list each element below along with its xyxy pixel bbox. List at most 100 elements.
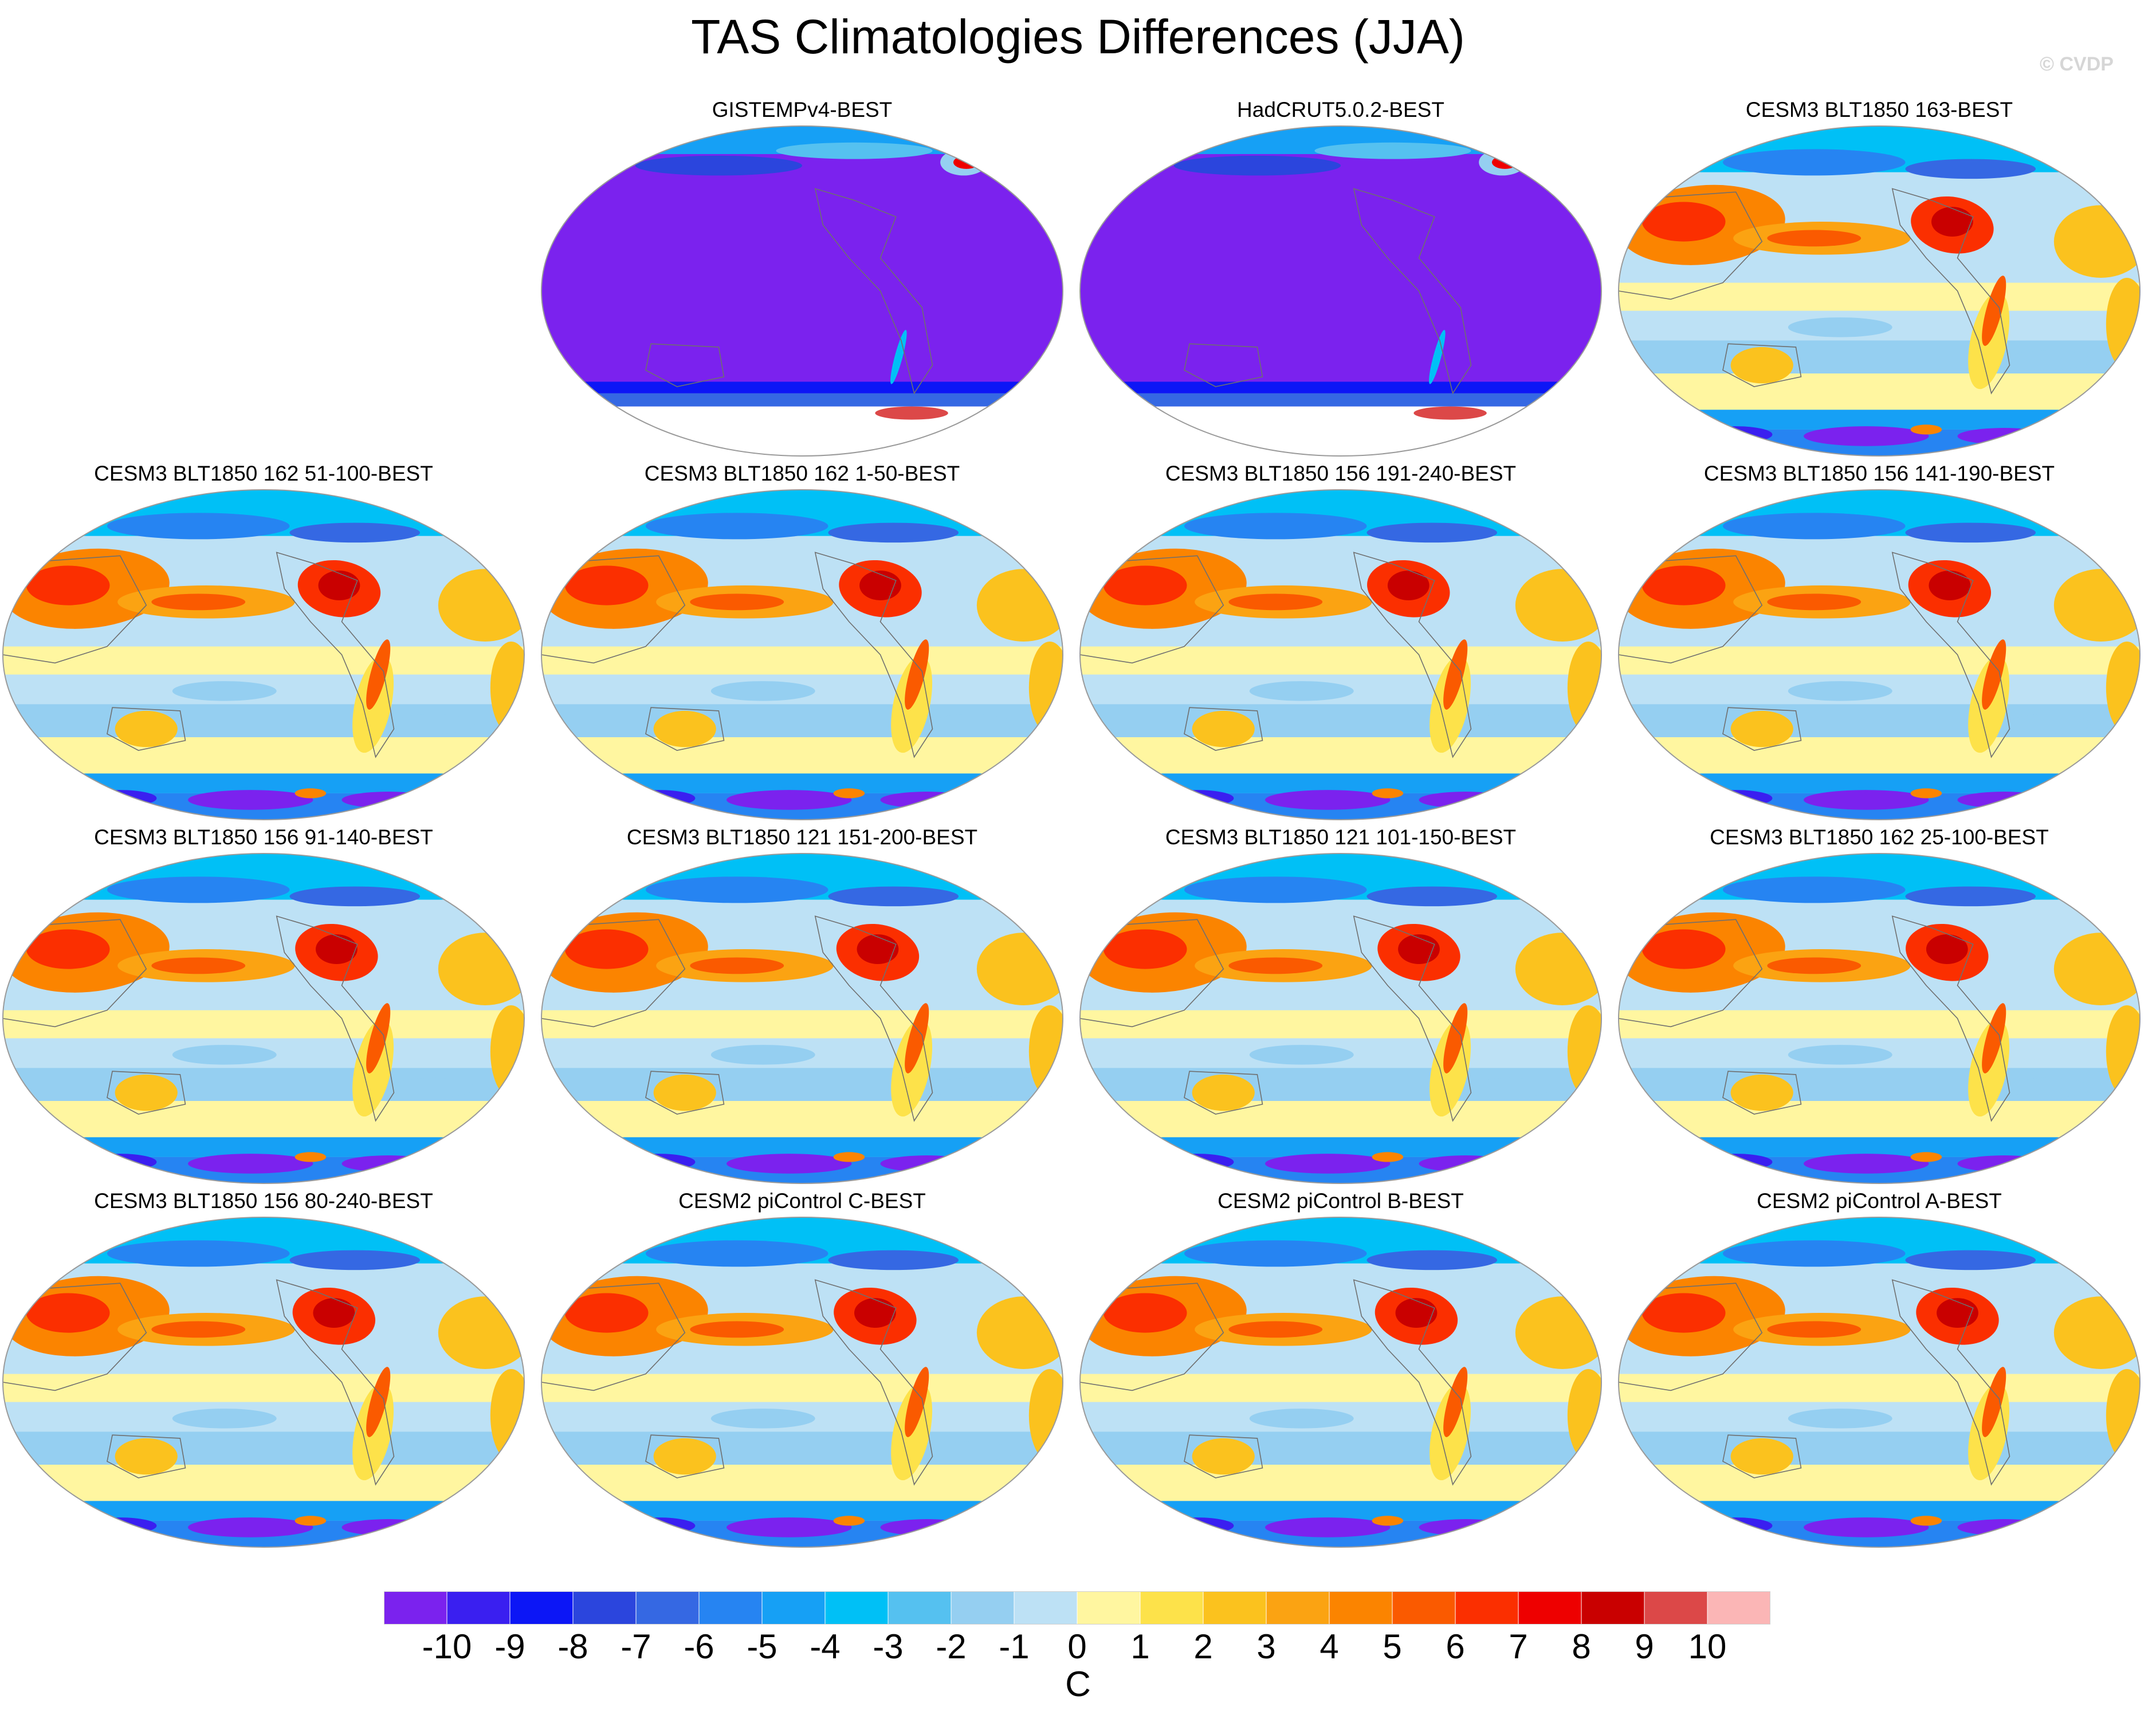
antarctic-warm-contour [1372, 1516, 1404, 1526]
colorbar-tick-label: 9 [1635, 1627, 1654, 1666]
arctic-cold-contour [1723, 876, 1906, 903]
south-atlantic-cool-contour [1468, 714, 1552, 734]
arctic-cold-contour [646, 513, 828, 540]
panel-title: CESM2 piControl A-BEST [1757, 1189, 2002, 1213]
tropical-band [1619, 1010, 2140, 1039]
north-america-hot-contour [318, 571, 360, 600]
south-atlantic-cool-contour [391, 714, 475, 734]
asia-coastline [1080, 1283, 1224, 1391]
map-outline [1618, 125, 2141, 457]
north-pacific-hot-contour [1228, 593, 1323, 611]
panel-title: CESM3 BLT1850 156 191-240-BEST [1165, 462, 1517, 485]
north-america-hot-contour [1387, 571, 1430, 600]
americas-coastline [814, 188, 933, 395]
map-panel: CESM3 BLT1850 163-BEST [1616, 97, 2143, 470]
colorbar-swatch [761, 1591, 826, 1625]
figure-title: TAS Climatologies Differences (JJA) [691, 10, 1465, 64]
arctic-cold-contour [1184, 876, 1367, 903]
southern-ocean-band [541, 737, 1063, 774]
robinson-map [1618, 1217, 2141, 1548]
map-panel: CESM3 BLT1850 162 51-100-BEST [0, 461, 527, 833]
robinson-map [541, 1217, 1063, 1548]
colorbar-swatch [951, 1591, 1015, 1625]
eurasia-hot-contour [1641, 929, 1726, 969]
robinson-map [541, 489, 1063, 820]
tropical-band [1619, 1374, 2140, 1402]
colorbar-swatch [1140, 1591, 1204, 1625]
antarctic-warm-contour [294, 1152, 327, 1162]
antarctic-cold-contour [1265, 1517, 1391, 1537]
map-panel: CESM3 BLT1850 162 25-100-BEST [1616, 825, 2143, 1197]
arctic-contour [1173, 155, 1341, 176]
panel-title: CESM3 BLT1850 163-BEST [1745, 98, 2013, 121]
south-atlantic-cool-contour [2006, 1441, 2091, 1462]
antarctic-warm-contour [833, 1516, 865, 1526]
antarctic-warm-contour [833, 1152, 865, 1162]
antarctic-cold-contour [188, 1154, 313, 1174]
north-pacific-hot-contour [1228, 957, 1323, 974]
colorbar-swatch [572, 1591, 637, 1625]
south-pacific-cool-contour [710, 1045, 815, 1065]
arctic-cold-contour [828, 522, 959, 543]
australia-warm-contour [1730, 1074, 1793, 1111]
australia-coastline [1184, 707, 1263, 751]
southern-ocean-band [3, 737, 524, 774]
andes-hot-contour [366, 1367, 391, 1437]
colorbar [384, 1591, 1770, 1625]
south-pacific-cool-contour [1249, 1409, 1354, 1429]
north-pacific-hot-contour [690, 957, 784, 974]
south-atlantic-cool-contour [1468, 1077, 1552, 1098]
australia-coastline [1722, 343, 1802, 387]
australia-coastline [645, 343, 725, 387]
andes-hot-contour [1982, 639, 2006, 710]
antarctic-margin-band [541, 381, 1063, 394]
colorbar-swatch [1329, 1591, 1393, 1625]
andes-contour [890, 329, 907, 384]
colorbar-tick-labels: -10 -9 -8 -7 -6 -5 -4 -3 -2 -1 0 1 2 3 4 5 6 7 8 9 10 [0, 1627, 2156, 1667]
australia-coastline [645, 707, 725, 751]
north-pacific-hot-contour [1767, 957, 1862, 974]
map-outline [1618, 1217, 2141, 1548]
colorbar-swatch [1581, 1591, 1645, 1625]
watermark: © CVDP [2040, 53, 2114, 75]
panel-title: CESM3 BLT1850 156 80-240-BEST [94, 1189, 433, 1213]
north-america-hot-contour [1926, 934, 1968, 964]
map-panel: HadCRUT5.0.2-BEST [1077, 97, 1604, 470]
arctic-cold-contour [646, 1240, 828, 1267]
north-pacific-hot-contour [1767, 593, 1862, 611]
asia-coastline [3, 1283, 147, 1391]
asia-coastline [1619, 555, 1763, 664]
eurasia-hot-contour [1103, 565, 1187, 605]
antarctic-warm-contour [1372, 1152, 1404, 1162]
north-america-hot-contour [1929, 571, 1971, 600]
colorbar-swatch [1518, 1591, 1582, 1625]
colorbar-swatch [1203, 1591, 1267, 1625]
north-pacific-hot-contour [151, 1321, 246, 1338]
antarctic-cold-contour [1265, 790, 1391, 810]
colorbar-tick-label: 2 [1193, 1627, 1213, 1666]
map-outline [2, 853, 525, 1184]
south-pacific-cool-contour [172, 681, 277, 701]
map-outline [2, 1217, 525, 1548]
robinson-map [2, 853, 525, 1184]
robinson-map [1079, 489, 1602, 820]
americas-coastline [1891, 552, 2010, 758]
eurasia-hot-contour [26, 929, 110, 969]
robinson-map [541, 853, 1063, 1184]
asia-coastline [1619, 919, 1763, 1028]
australia-coastline [107, 707, 186, 751]
panel-title: CESM3 BLT1850 156 141-190-BEST [1703, 462, 2055, 485]
map-panel: CESM3 BLT1850 156 80-240-BEST [0, 1189, 527, 1561]
colorbar-swatch [1077, 1591, 1141, 1625]
colorbar-swatch [698, 1591, 763, 1625]
colorbar-tick-label: -2 [936, 1627, 967, 1666]
colorbar-swatch [1455, 1591, 1519, 1625]
map-panel: CESM2 piControl A-BEST [1616, 1189, 2143, 1561]
panel-title: GISTEMPv4-BEST [712, 98, 893, 121]
map-field [541, 1217, 1063, 1547]
colorbar-swatch [635, 1591, 700, 1625]
asia-coastline [3, 919, 147, 1028]
colorbar-tick-label: -8 [557, 1627, 588, 1666]
panel-title: CESM3 BLT1850 121 101-150-BEST [1165, 825, 1517, 849]
arctic-cold-contour [828, 1250, 959, 1271]
